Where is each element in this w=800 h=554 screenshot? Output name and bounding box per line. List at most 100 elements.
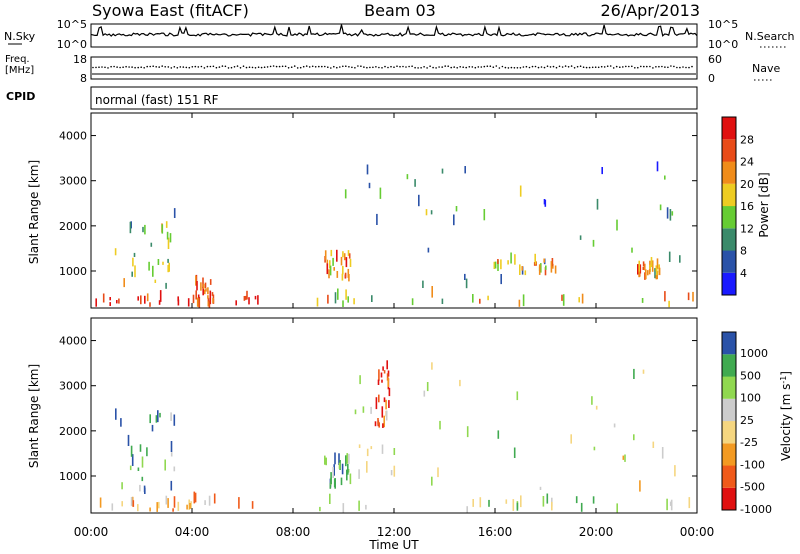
velocity-heatmap — [99, 360, 691, 513]
velocity-cell — [393, 448, 396, 455]
power-cell — [328, 269, 330, 279]
power-cell — [644, 272, 646, 280]
velocity-y-ticks: 1000 2000 3000 4000 — [59, 335, 697, 483]
power-cell — [514, 254, 516, 265]
power-cell — [102, 293, 105, 303]
power-cell — [342, 265, 344, 275]
power-cell — [658, 267, 661, 276]
velocity-cell — [386, 373, 389, 381]
velocity-cell — [390, 470, 393, 476]
power-cell — [507, 260, 509, 265]
velocity-ytick-label: 2000 — [59, 425, 87, 438]
velocity-cell — [669, 501, 672, 506]
velocity-cell — [613, 423, 616, 428]
power-cell — [144, 224, 146, 235]
nave-dot — [254, 67, 257, 69]
velocity-cell — [377, 379, 380, 385]
power-cell — [441, 298, 444, 304]
power-cell — [562, 294, 565, 306]
power-cell — [347, 296, 349, 303]
power-cell — [644, 263, 646, 271]
nave-dot — [504, 66, 507, 69]
velocity-colorbar-swatch — [722, 398, 736, 422]
nave-dot — [263, 66, 266, 68]
nave-dot — [579, 65, 582, 67]
nave-dot — [643, 65, 645, 68]
velocity-cell — [149, 414, 151, 424]
time-tick-label: 00:00 — [74, 525, 109, 539]
nave-dot — [441, 66, 444, 68]
nave-dot — [242, 65, 245, 67]
nsearch-tick-top: 10^5 — [708, 18, 738, 31]
power-cell — [336, 249, 338, 262]
power-cell — [109, 297, 111, 301]
nsky-tick-bottom: 10^0 — [57, 38, 87, 51]
power-cell — [243, 296, 246, 301]
velocity-cell — [127, 434, 130, 446]
nave-dot — [522, 66, 525, 68]
power-colorbar-swatch — [722, 250, 736, 273]
nave-dot — [299, 66, 302, 69]
power-cell — [554, 265, 557, 274]
nave-dot — [462, 66, 465, 68]
velocity-cell — [155, 415, 158, 423]
power-cell — [510, 252, 512, 264]
velocity-cell — [251, 501, 254, 509]
power-cell — [376, 213, 378, 225]
power-cell — [177, 299, 180, 306]
power-cell — [519, 264, 521, 275]
nave-dot — [432, 66, 434, 69]
power-cell — [430, 210, 433, 215]
power-cell — [235, 300, 237, 306]
velocity-cell — [131, 454, 134, 466]
velocity-colorbar-tick: 25 — [740, 414, 754, 427]
velocity-cell — [459, 379, 461, 387]
nave-dot — [384, 65, 386, 68]
velocity-cell — [149, 507, 151, 512]
power-cell — [579, 235, 582, 240]
nave-dot — [92, 66, 94, 69]
power-cell — [187, 298, 190, 307]
nave-dot — [345, 65, 347, 67]
power-cell — [637, 264, 639, 275]
velocity-cell — [157, 410, 159, 423]
velocity-cell — [141, 456, 144, 468]
power-cell — [465, 278, 468, 289]
velocity-cell — [111, 503, 114, 511]
power-cell — [353, 298, 355, 305]
velocity-cell — [580, 502, 583, 512]
power-cell — [656, 267, 658, 276]
power-ytick-label: 2000 — [59, 220, 87, 233]
nave-tick-bottom: 0 — [708, 72, 715, 85]
power-heatmap — [95, 161, 694, 308]
velocity-cell — [132, 500, 135, 507]
velocity-cell — [213, 493, 216, 504]
nave-dot — [321, 65, 323, 68]
power-cell — [500, 274, 502, 285]
nave-dot — [311, 65, 314, 68]
nave-dot — [555, 66, 558, 69]
freq-label: Freq. — [5, 54, 30, 65]
velocity-cell — [388, 387, 391, 397]
power-cell — [425, 209, 428, 216]
velocity-cell — [570, 434, 572, 444]
velocity-cell — [325, 457, 327, 466]
power-cell — [192, 294, 195, 304]
velocity-cell — [165, 495, 168, 505]
nave-dot — [230, 66, 233, 69]
power-cell — [687, 292, 690, 301]
power-colorbar-label: Power [dB] — [757, 172, 771, 237]
power-cell — [345, 289, 347, 300]
velocity-cell — [340, 477, 343, 486]
nave-dot — [167, 66, 170, 68]
velocity-cell — [575, 496, 578, 504]
power-cell — [366, 164, 369, 175]
power-cell — [679, 255, 681, 263]
velocity-cell — [622, 455, 625, 460]
power-cell — [133, 252, 136, 257]
nave-dot — [170, 67, 173, 69]
power-colorbar-frame — [721, 116, 737, 296]
nave-dot — [318, 65, 320, 68]
nave-dot — [272, 65, 275, 67]
power-cell — [656, 258, 659, 269]
